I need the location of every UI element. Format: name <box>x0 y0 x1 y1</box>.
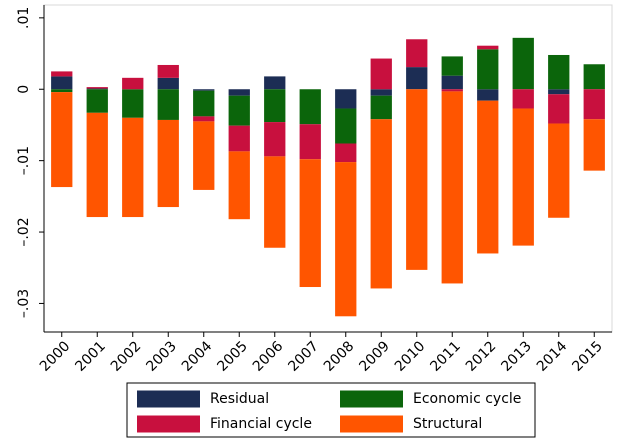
bar-segment <box>335 89 357 109</box>
bar-segment <box>299 89 321 125</box>
bar-segment <box>264 76 286 90</box>
bar-segment <box>157 89 179 120</box>
bar-segment <box>264 156 286 248</box>
bar-segment <box>228 95 250 126</box>
bar-segment <box>548 94 570 124</box>
legend-label: Economic cycle <box>413 391 521 407</box>
bar-segment <box>477 100 499 254</box>
bar-segment <box>122 117 144 218</box>
bar-segment <box>335 162 357 317</box>
bar-segment <box>441 56 463 76</box>
bar-segment <box>157 119 179 208</box>
y-tick-label: –.01 <box>16 146 32 175</box>
bar-segment <box>335 108 357 144</box>
bar-segment <box>406 89 428 270</box>
bar-segment <box>370 95 392 120</box>
bar-segment <box>51 71 73 77</box>
bar-segment <box>441 75 463 90</box>
bar-segment <box>370 119 392 289</box>
bar-segment <box>86 88 108 90</box>
bar-segment <box>51 76 73 90</box>
bar-segment <box>122 77 144 90</box>
bar-segment <box>583 119 605 171</box>
bar-segment <box>86 89 108 113</box>
bar-segment <box>441 91 463 284</box>
bar-segment <box>86 112 108 218</box>
y-tick-label: –.02 <box>16 217 32 246</box>
bar-segment <box>299 124 321 160</box>
bar-segment <box>441 89 463 92</box>
bar-segment <box>477 89 499 101</box>
bar-segment <box>370 58 392 90</box>
bar-segment <box>264 122 286 157</box>
bar-segment <box>335 143 357 163</box>
legend-box <box>126 382 536 438</box>
bar-segment <box>477 49 499 90</box>
bar-segment <box>193 116 215 122</box>
bar-segment <box>157 77 179 90</box>
legend-swatch <box>340 415 403 433</box>
bar-segment <box>193 89 215 91</box>
bar-segment <box>51 92 73 188</box>
bar-segment <box>406 67 428 90</box>
y-tick-label: –.03 <box>16 289 32 318</box>
bar-segment <box>406 39 428 68</box>
legend-swatch <box>137 415 200 433</box>
bar-segment <box>512 37 534 90</box>
bar-segment <box>264 89 286 123</box>
bar-segment <box>512 89 534 109</box>
bar-segment <box>193 90 215 117</box>
bar-segment <box>51 89 73 93</box>
y-tick-label: 0 <box>16 85 32 94</box>
bar-segment <box>122 89 144 118</box>
bar-segment <box>157 64 179 78</box>
legend-swatch <box>137 390 200 408</box>
bar-segment <box>228 89 250 96</box>
legend-label: Structural <box>413 416 482 432</box>
bar-segment <box>583 64 605 90</box>
bar-segment <box>193 121 215 190</box>
bar-segment <box>299 159 321 288</box>
bar-segment <box>548 89 570 95</box>
y-tick-label: .01 <box>16 7 32 29</box>
bar-segment <box>583 89 605 120</box>
bar-segment <box>477 45 499 50</box>
bar-segment <box>86 87 108 89</box>
legend-label: Financial cycle <box>210 416 312 432</box>
legend-label: Residual <box>210 391 269 407</box>
bar-segment <box>228 125 250 152</box>
bar-segment <box>512 108 534 246</box>
bar-segment <box>548 54 570 90</box>
bar-segment <box>370 89 392 96</box>
bar-segment <box>548 123 570 218</box>
bar-segment <box>228 151 250 220</box>
legend-swatch <box>340 390 403 408</box>
